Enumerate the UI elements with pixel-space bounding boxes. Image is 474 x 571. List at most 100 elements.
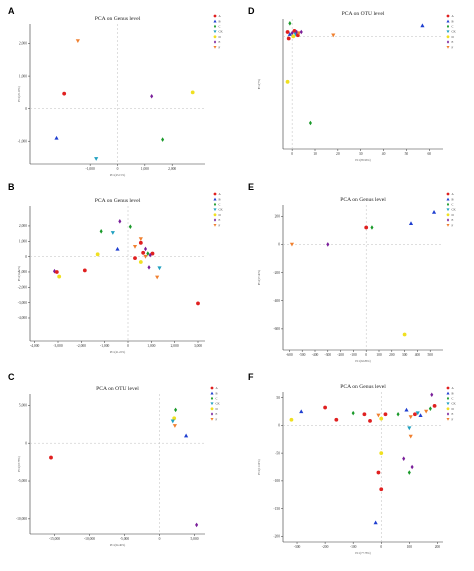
panel-b: B PCA on Genus level -4,000 -3,000 -2,000 -1,… <box>8 182 224 354</box>
legend-label: C <box>219 203 221 207</box>
data-point-f <box>138 237 143 242</box>
y-tick-label: 1,000 <box>19 74 27 79</box>
data-point-d <box>379 416 384 421</box>
x-tick-label: 2,000 <box>168 167 176 172</box>
legend-label: F <box>219 223 221 227</box>
y-tick-label: -400 <box>273 299 280 303</box>
x-tick-label: -1,000 <box>86 167 95 172</box>
panel-a: A PCA on Genus level -1,000 0 1,000 2,000 -1,0… <box>8 6 224 177</box>
data-point-c <box>407 470 411 475</box>
y-tick-label: 50 <box>276 396 280 400</box>
data-point-b <box>373 520 378 525</box>
y-axis-label: PC2(11.59%) <box>258 459 261 474</box>
legend-marker-e <box>446 40 450 44</box>
legend-label: E <box>452 218 454 222</box>
legend-label: A <box>452 14 455 18</box>
y-tick-label: -600 <box>273 327 280 331</box>
legend-marker-f <box>446 223 450 227</box>
y-tick-label: -150 <box>273 507 280 511</box>
y-tick-label: -50 <box>275 451 280 455</box>
legend-label: C <box>216 397 218 401</box>
data-point-d <box>95 252 100 257</box>
data-point-d <box>138 260 143 264</box>
data-point-e <box>326 242 330 247</box>
data-point-e <box>148 252 152 258</box>
data-point-d <box>285 79 290 84</box>
legend-marker-e <box>213 218 217 222</box>
data-point-f <box>408 415 413 420</box>
legend-marker-c <box>210 396 214 401</box>
data-point-a <box>286 36 291 41</box>
x-axis-label: PC1(64.46%) <box>110 544 125 547</box>
legend-marker-d <box>210 407 214 411</box>
x-tick-label: 0 <box>159 537 161 541</box>
y-tick-label: 0 <box>278 243 280 247</box>
panel-letter: B <box>8 182 15 192</box>
data-point-c <box>146 251 150 256</box>
legend-label: E <box>452 412 454 416</box>
data-point-a <box>379 487 384 492</box>
data-point-a <box>141 250 146 255</box>
x-tick-label: -300 <box>325 353 332 357</box>
panel-e: E PCA on Genus level -600 -500 -400 -300 -200 -… <box>248 182 457 363</box>
data-point-c <box>428 406 432 411</box>
legend-label: A <box>216 386 219 390</box>
x-tick-label: 20 <box>336 152 340 156</box>
legend-marker-f <box>213 45 217 49</box>
y-axis-label: PC2(7%) <box>258 79 261 89</box>
data-point-f <box>331 33 336 38</box>
legend-marker-d <box>213 213 217 217</box>
legend-label: E <box>216 412 218 416</box>
x-axis-label: PC1(41.22%) <box>110 351 125 354</box>
legend-marker-e <box>446 218 450 222</box>
legend-label: F <box>452 45 454 49</box>
data-point-a <box>133 256 137 261</box>
y-tick-label: -100 <box>273 479 280 483</box>
data-point-e <box>295 29 299 35</box>
legend-marker-e <box>446 412 450 416</box>
legend-marker-a <box>213 192 217 196</box>
data-point-f <box>75 39 80 44</box>
data-point-a <box>362 412 367 417</box>
legend-marker-c <box>213 24 217 29</box>
legend-marker-f <box>210 417 214 421</box>
x-tick-label: 0 <box>380 545 382 549</box>
legend-label: D <box>219 213 222 217</box>
data-point-e <box>143 246 148 252</box>
legend-label: D <box>452 213 455 217</box>
legend-marker-a <box>446 386 450 390</box>
legend-marker-ck <box>210 402 214 406</box>
legend-marker-b <box>446 391 450 395</box>
panel-letter: E <box>248 182 254 192</box>
legend-label: D <box>452 407 455 411</box>
data-point-a <box>285 30 290 34</box>
data-point-a <box>413 412 417 417</box>
data-point-ck <box>157 266 162 271</box>
legend-marker-b <box>213 19 217 23</box>
y-tick-label: -3,000 <box>18 301 27 306</box>
x-tick-label: 100 <box>407 545 413 549</box>
data-point-d <box>291 34 296 39</box>
y-tick-label: -200 <box>273 535 280 539</box>
data-point-a <box>54 270 59 274</box>
legend-marker-ck <box>446 30 450 34</box>
legend-marker-ck <box>446 208 450 212</box>
legend-label: CK <box>219 30 224 34</box>
data-point-e <box>52 268 57 274</box>
data-point-ck <box>170 419 175 424</box>
legend-marker-ck <box>213 208 217 212</box>
legend-marker-d <box>446 35 450 39</box>
data-point-a <box>138 240 143 245</box>
data-point-c <box>396 411 400 417</box>
x-tick-label: 40 <box>382 152 386 156</box>
x-tick-label: 0 <box>291 152 293 156</box>
y-tick-label: 0 <box>25 255 27 259</box>
x-axis-label: PC1(62.86%) <box>355 360 370 363</box>
y-axis-label: PC2(27.40%) <box>258 270 261 285</box>
x-tick-label: 1,000 <box>147 344 155 349</box>
data-point-b <box>184 433 189 438</box>
x-tick-label: -1,000 <box>100 344 109 349</box>
x-tick-label: 0 <box>127 344 129 348</box>
legend-marker-e <box>210 412 214 416</box>
panel-letter: F <box>248 372 254 382</box>
